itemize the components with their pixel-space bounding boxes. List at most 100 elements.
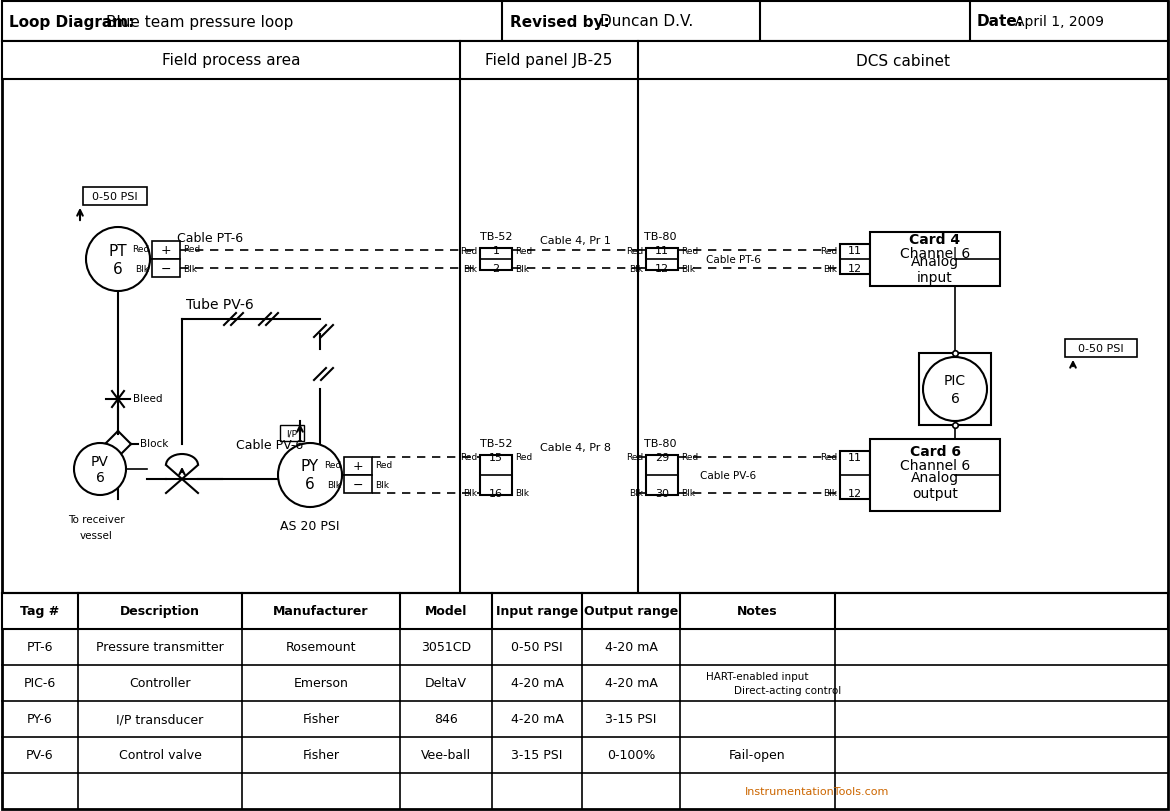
- Text: Cable PT-6: Cable PT-6: [706, 255, 760, 264]
- Text: I/P: I/P: [287, 429, 297, 438]
- Text: PY-6: PY-6: [27, 713, 53, 726]
- Bar: [152, 260, 180, 277]
- Text: Control valve: Control valve: [118, 749, 201, 762]
- Text: Blk: Blk: [823, 489, 837, 498]
- Text: Red: Red: [820, 453, 837, 462]
- Text: 6: 6: [113, 261, 123, 277]
- Text: Manufacturer: Manufacturer: [274, 605, 369, 618]
- Text: Bleed: Bleed: [133, 393, 163, 404]
- Text: 4-20 mA: 4-20 mA: [510, 676, 564, 689]
- Text: Blue team pressure loop: Blue team pressure loop: [106, 15, 294, 29]
- Text: Cable PT-6: Cable PT-6: [177, 232, 243, 245]
- Bar: [344, 475, 372, 493]
- Text: DCS cabinet: DCS cabinet: [856, 54, 950, 68]
- Text: 16: 16: [489, 488, 503, 499]
- Text: Blk: Blk: [515, 489, 529, 498]
- Text: vessel: vessel: [80, 530, 112, 540]
- Text: 846: 846: [434, 713, 457, 726]
- Text: Tube PV-6: Tube PV-6: [186, 298, 254, 311]
- Text: TB-52: TB-52: [480, 232, 512, 242]
- Text: Field process area: Field process area: [161, 54, 301, 68]
- Text: +: +: [160, 244, 171, 257]
- Bar: [918, 354, 991, 426]
- Text: Emerson: Emerson: [294, 676, 349, 689]
- Circle shape: [87, 228, 150, 292]
- Text: Revised by:: Revised by:: [510, 15, 610, 29]
- Text: 0-50 PSI: 0-50 PSI: [511, 641, 563, 654]
- Text: Red: Red: [460, 453, 477, 462]
- Text: Fisher: Fisher: [303, 713, 339, 726]
- Text: PIC-6: PIC-6: [23, 676, 56, 689]
- Bar: [480, 456, 512, 496]
- Text: 30: 30: [655, 488, 669, 499]
- Text: Fail-open: Fail-open: [729, 749, 786, 762]
- Text: Channel 6: Channel 6: [900, 458, 970, 473]
- Text: Fisher: Fisher: [303, 749, 339, 762]
- Text: Notes: Notes: [737, 605, 778, 618]
- Text: 6: 6: [96, 470, 104, 484]
- Text: PIC: PIC: [944, 374, 966, 388]
- Text: Blk: Blk: [326, 481, 340, 490]
- Text: Pressure transmitter: Pressure transmitter: [96, 641, 223, 654]
- Text: Cable PV-6: Cable PV-6: [236, 439, 304, 452]
- Text: Blk: Blk: [681, 264, 695, 273]
- Text: Blk: Blk: [681, 489, 695, 498]
- Text: Red: Red: [681, 247, 698, 255]
- Text: Red: Red: [515, 453, 532, 462]
- Bar: [840, 245, 870, 275]
- Bar: [840, 452, 870, 500]
- Text: Analog: Analog: [911, 470, 959, 484]
- Text: Blk: Blk: [629, 264, 644, 273]
- Text: Tag #: Tag #: [20, 605, 60, 618]
- Text: Cable 4, Pr 8: Cable 4, Pr 8: [539, 443, 611, 453]
- Bar: [480, 249, 512, 271]
- Text: I/P transducer: I/P transducer: [116, 713, 204, 726]
- Text: 15: 15: [489, 453, 503, 462]
- Text: Red: Red: [324, 461, 340, 470]
- Text: Red: Red: [626, 453, 644, 462]
- Text: 4-20 mA: 4-20 mA: [605, 676, 658, 689]
- Text: Blk: Blk: [463, 264, 477, 273]
- Text: TB-80: TB-80: [644, 439, 676, 448]
- Bar: [646, 249, 677, 271]
- Text: PT-6: PT-6: [27, 641, 54, 654]
- Bar: [870, 233, 1000, 286]
- Text: Red: Red: [183, 245, 200, 254]
- Text: HART-enabled input: HART-enabled input: [707, 672, 808, 681]
- Text: Red: Red: [820, 247, 837, 255]
- Text: Model: Model: [425, 605, 467, 618]
- Text: April 1, 2009: April 1, 2009: [1016, 15, 1104, 29]
- Circle shape: [923, 358, 987, 422]
- Text: 0-100%: 0-100%: [607, 749, 655, 762]
- Text: −: −: [160, 262, 171, 275]
- Text: To receiver: To receiver: [68, 514, 124, 525]
- Text: 3051CD: 3051CD: [421, 641, 472, 654]
- Bar: [2, 42, 1168, 80]
- Text: Loop Diagram:: Loop Diagram:: [9, 15, 135, 29]
- Text: +: +: [352, 460, 364, 473]
- Text: 12: 12: [848, 264, 862, 273]
- Text: output: output: [913, 487, 958, 500]
- Text: Red: Red: [626, 247, 644, 255]
- Text: 3-15 PSI: 3-15 PSI: [605, 713, 656, 726]
- Text: Controller: Controller: [129, 676, 191, 689]
- Text: 29: 29: [655, 453, 669, 462]
- Text: 11: 11: [848, 453, 862, 462]
- Bar: [280, 426, 304, 441]
- Text: PV-6: PV-6: [26, 749, 54, 762]
- Text: 2: 2: [493, 264, 500, 273]
- Text: Blk: Blk: [823, 264, 837, 273]
- Text: −: −: [352, 478, 363, 491]
- Text: Red: Red: [681, 453, 698, 462]
- Text: 12: 12: [655, 264, 669, 273]
- Text: input: input: [917, 271, 952, 285]
- Text: Direct-acting control: Direct-acting control: [734, 685, 841, 695]
- Text: Input range: Input range: [496, 605, 578, 618]
- Text: Red: Red: [132, 245, 149, 254]
- Text: Red: Red: [515, 247, 532, 255]
- Text: Vee-ball: Vee-ball: [421, 749, 472, 762]
- Text: Blk: Blk: [515, 264, 529, 273]
- Text: 4-20 mA: 4-20 mA: [510, 713, 564, 726]
- Bar: [344, 457, 372, 475]
- Text: InstrumentationTools.com: InstrumentationTools.com: [745, 786, 889, 796]
